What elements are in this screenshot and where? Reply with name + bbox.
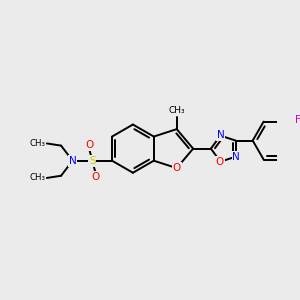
Text: CH₃: CH₃ bbox=[29, 139, 46, 148]
Text: N: N bbox=[232, 152, 240, 162]
Text: O: O bbox=[172, 163, 181, 173]
Text: O: O bbox=[216, 157, 224, 167]
Text: CH₃: CH₃ bbox=[168, 106, 185, 115]
Text: N: N bbox=[217, 130, 224, 140]
Text: O: O bbox=[85, 140, 94, 150]
Text: CH₃: CH₃ bbox=[29, 173, 46, 182]
Text: S: S bbox=[89, 156, 96, 166]
Text: F: F bbox=[296, 115, 300, 125]
Text: N: N bbox=[69, 156, 76, 166]
Text: O: O bbox=[91, 172, 99, 182]
